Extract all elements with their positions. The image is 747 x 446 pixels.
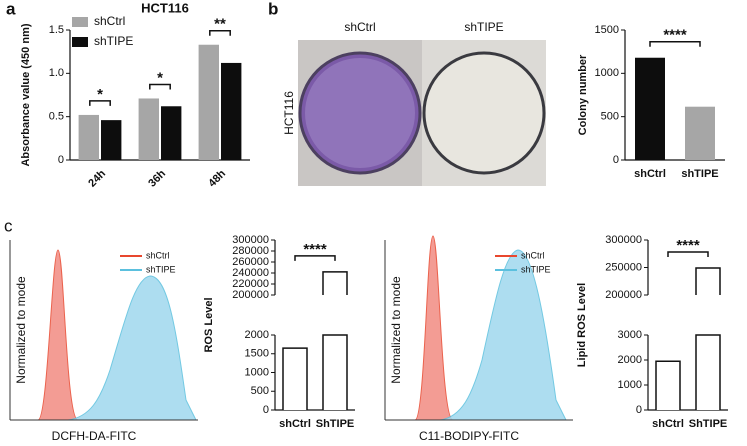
- legend-label: shCtrl: [94, 14, 125, 28]
- y-tick-label: 1000: [618, 379, 642, 391]
- bar-upper: [695, 267, 721, 295]
- bar: [101, 120, 122, 160]
- y-tick-label: 0: [58, 154, 64, 166]
- bar-lower: [322, 334, 348, 410]
- y-tick-label: 500: [251, 385, 269, 397]
- x-tick-label: 36h: [146, 168, 168, 190]
- y-tick-label: 200000: [605, 289, 642, 301]
- bar: [161, 106, 182, 160]
- y-tick-label: 1500: [595, 24, 619, 36]
- bar-lower: [695, 334, 721, 410]
- y-tick-label: 250000: [605, 261, 642, 273]
- y-tick-label: 240000: [232, 267, 269, 279]
- chart-title: HCT116: [141, 0, 189, 15]
- legend-label: shTIPE: [146, 264, 176, 274]
- y-tick-label: 260000: [232, 256, 269, 268]
- legend-swatch: [72, 37, 88, 47]
- y-axis-label: ROS Level: [203, 297, 215, 352]
- x-tick-label: shCtrl: [652, 418, 684, 430]
- sig-bracket: [149, 83, 171, 90]
- legend-label: shCtrl: [521, 250, 545, 260]
- y-axis-label: Lipid ROS Level: [576, 283, 588, 367]
- y-tick-label: 3000: [618, 329, 642, 341]
- y-tick-label: 0.5: [49, 111, 64, 123]
- y-tick-label: 200000: [232, 289, 269, 301]
- y-axis-label: Absorbance value (450 nm): [20, 23, 32, 166]
- bar: [635, 57, 665, 160]
- legend-label: shTIPE: [94, 34, 133, 48]
- y-tick-label: 2000: [245, 329, 269, 341]
- sig-bracket: [89, 100, 111, 106]
- sig-bracket: [294, 255, 336, 261]
- bar: [138, 98, 159, 160]
- flow-plot: [384, 235, 573, 421]
- y-tick-label: 220000: [232, 278, 269, 290]
- y-axis-label: Normalized to mode: [389, 276, 403, 384]
- y-tick-label: 0: [263, 404, 269, 416]
- legend-label: shTIPE: [521, 264, 551, 274]
- y-tick-label: 300000: [605, 234, 642, 246]
- x-tick-label: ShTIPE: [689, 418, 728, 430]
- x-tick-label: 48h: [206, 168, 228, 190]
- sig-label: *: [97, 86, 103, 103]
- sig-label: ****: [676, 237, 700, 254]
- bar-upper: [322, 271, 348, 295]
- x-tick-label: shCtrl: [279, 418, 311, 430]
- sig-label: **: [214, 16, 226, 33]
- bar: [221, 62, 242, 160]
- x-tick-label: ShTIPE: [316, 418, 355, 430]
- plate-photo: [298, 40, 546, 186]
- bar: [198, 44, 219, 160]
- sig-label: ****: [663, 27, 687, 44]
- flow-plot: [9, 240, 198, 421]
- y-tick-label: 280000: [232, 245, 269, 257]
- legend-label: shCtrl: [146, 250, 170, 260]
- y-tick-label: 1500: [245, 348, 269, 360]
- sig-label: *: [157, 69, 163, 86]
- image-label: shCtrl: [344, 20, 375, 34]
- x-tick-label: shTIPE: [681, 168, 718, 180]
- sig-bracket: [667, 251, 709, 258]
- x-tick-label: 24h: [86, 168, 108, 190]
- y-tick-label: 2000: [618, 354, 642, 366]
- y-axis-label: Colony number: [577, 54, 589, 135]
- y-tick-label: 1000: [595, 67, 619, 79]
- y-tick-label: 500: [601, 111, 619, 123]
- legend-swatch: [72, 17, 88, 27]
- sig-label: ****: [303, 241, 327, 258]
- bar-lower: [655, 360, 681, 410]
- bar-lower: [282, 347, 308, 410]
- bar: [78, 114, 99, 160]
- y-tick-label: 0: [613, 154, 619, 166]
- y-axis-label: Normalized to mode: [14, 276, 28, 384]
- y-tick-label: 1.5: [49, 24, 64, 36]
- y-tick-label: 1000: [245, 366, 269, 378]
- panel-label: a: [6, 0, 16, 18]
- x-tick-label: shCtrl: [634, 168, 666, 180]
- y-tick-label: 1.0: [49, 67, 64, 79]
- y-tick-label: 0: [636, 404, 642, 416]
- sig-bracket: [209, 29, 231, 36]
- x-axis-label: DCFH-DA-FITC: [52, 429, 137, 443]
- image-label: shTIPE: [464, 20, 503, 34]
- y-tick-label: 300000: [232, 234, 269, 246]
- panel-label: b: [268, 0, 278, 18]
- image-side-label: HCT116: [282, 91, 296, 135]
- bar: [685, 106, 715, 160]
- panel-label: c: [4, 216, 13, 235]
- sig-bracket: [649, 40, 701, 47]
- x-axis-label: C11-BODIPY-FITC: [419, 429, 519, 443]
